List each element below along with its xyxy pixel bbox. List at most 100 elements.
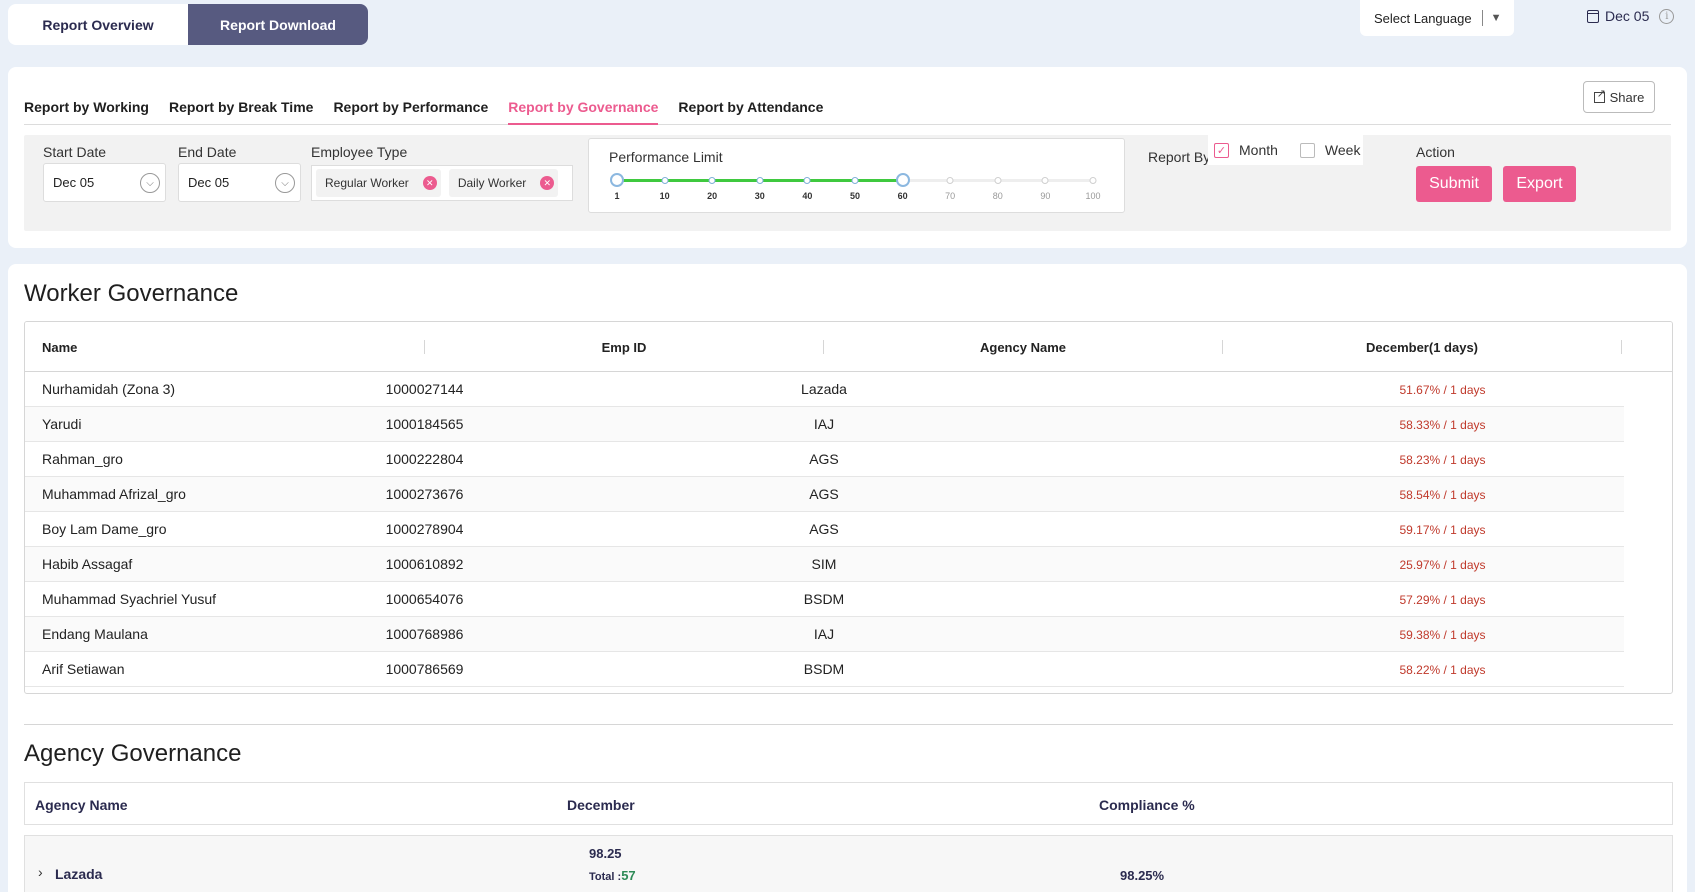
remove-chip-icon[interactable]: ✕ [540, 176, 555, 190]
week-option[interactable]: Week [1299, 142, 1361, 158]
week-label: Week [1324, 142, 1361, 158]
month-label: Month [1239, 142, 1278, 158]
total-label: Total : [589, 871, 622, 883]
tab-report-by-performance[interactable]: Report by Performance [333, 99, 489, 115]
table-row: Boy Lam Dame_gro 1000278904 AGS 59.17% / 1 … [25, 512, 1624, 547]
cell-emp-id: 1000184565 [385, 416, 464, 432]
export-button[interactable]: Export [1503, 166, 1576, 202]
filter-card: Report by Working Report by Break Time R… [8, 67, 1687, 248]
cell-name: Rahman_gro [42, 451, 123, 467]
cell-agency-name: Lazada [801, 381, 847, 397]
header-date: Dec 05 i [1587, 8, 1675, 24]
cell-emp-id: 1000610892 [385, 556, 464, 572]
header-name: Name [42, 340, 78, 355]
info-icon[interactable]: i [1659, 8, 1675, 24]
submit-button[interactable]: Submit [1416, 166, 1492, 202]
end-date-label: End Date [178, 144, 237, 160]
slider-step-dot [946, 177, 954, 184]
cell-agency-name: BSDM [803, 591, 845, 607]
cell-name: Habib Assagaf [42, 556, 133, 572]
cell-agency-name: AGS [809, 521, 839, 537]
slider-step-dot [994, 177, 1002, 184]
slider-step-dot [1041, 177, 1049, 184]
tab-report-by-attendance[interactable]: Report by Attendance [678, 99, 824, 115]
calendar-icon [1587, 9, 1599, 23]
total-value: 57 [621, 868, 636, 883]
header-emp-id: Emp ID [601, 340, 647, 355]
slider-mark-label: 1 [614, 191, 620, 201]
cell-emp-id: 1000273676 [385, 486, 464, 502]
cell-december-value: 58.33% / 1 days [1399, 418, 1486, 432]
tab-report-by-break-time[interactable]: Report by Break Time [168, 99, 314, 115]
cell-name: Boy Lam Dame_gro [42, 521, 167, 537]
chevron-down-icon: ⌵ [140, 173, 160, 193]
slider-step-dot [803, 177, 811, 184]
month-option[interactable]: ✓ Month [1214, 142, 1278, 158]
report-by-options: ✓ Month Week [1208, 135, 1363, 165]
slider-mark-label: 70 [945, 191, 956, 201]
agency-total: Total :57 [589, 868, 636, 883]
governance-card: Worker Governance Name Emp ID Agency Nam… [8, 264, 1687, 892]
employee-type-select[interactable]: Regular Worker ✕ Daily Worker ✕ [311, 165, 573, 201]
cell-emp-id: 1000278904 [385, 521, 464, 537]
cell-emp-id: 1000654076 [385, 591, 464, 607]
header-agency-name: Agency Name [980, 340, 1066, 355]
table-row: Nurhamidah (Zona 3) 1000027144 Lazada 51.67… [25, 372, 1624, 407]
slider-max-handle[interactable] [895, 173, 910, 187]
caret-down-icon: ▼ [1490, 12, 1502, 24]
tab-report-by-working[interactable]: Report by Working [24, 99, 149, 115]
table-row: Muhammad Syachriel Yusuf 1000654076 BSDM 57… [25, 582, 1624, 617]
column-divider [1621, 340, 1622, 354]
column-divider [823, 340, 824, 354]
cell-emp-id: 1000768986 [385, 626, 464, 642]
language-select[interactable]: Select Language ▼ [1360, 0, 1514, 36]
performance-limit-label: Performance Limit [609, 149, 723, 165]
slider-min-handle[interactable] [610, 173, 624, 187]
slider-mark-label: 30 [754, 191, 765, 201]
cell-agency-name: AGS [809, 486, 839, 502]
agency-december-value: 98.25 [589, 846, 622, 861]
tab-report-download[interactable]: Report Download [188, 4, 368, 45]
slider-step-dot [756, 177, 764, 184]
chip-daily-worker: Daily Worker ✕ [448, 169, 559, 197]
slider-mark-label: 80 [992, 191, 1003, 201]
remove-chip-icon[interactable]: ✕ [422, 176, 437, 190]
report-by-label: Report By [1148, 149, 1211, 165]
end-date-value: Dec 05 [188, 175, 230, 190]
cell-name: Muhammad Afrizal_gro [42, 486, 186, 502]
start-date-picker[interactable]: Dec 05 ⌵ [43, 163, 166, 202]
slider-step-dot [851, 177, 859, 184]
cell-name: Arif Setiawan [42, 661, 125, 677]
week-checkbox[interactable] [1299, 142, 1315, 158]
share-button[interactable]: Share [1583, 81, 1655, 113]
cell-emp-id: 1000027144 [385, 381, 464, 397]
agency-name: Lazada [55, 866, 103, 882]
cell-agency-name: IAJ [813, 626, 835, 642]
tab-report-overview[interactable]: Report Overview [8, 4, 188, 45]
cell-december-value: 58.54% / 1 days [1399, 488, 1486, 502]
table-row: Yarudi 1000184565 IAJ 58.33% / 1 days [25, 407, 1624, 442]
slider-mark-label: 20 [707, 191, 718, 201]
agency-table-header: Agency Name December Compliance % [24, 782, 1673, 825]
performance-range-slider[interactable]: 1 10 20 30 40 50 60 70 80 90 100 [610, 173, 1101, 205]
cell-december-value: 58.22% / 1 days [1399, 663, 1486, 677]
end-date-picker[interactable]: Dec 05 ⌵ [178, 163, 301, 202]
cell-emp-id: 1000222804 [385, 451, 464, 467]
agency-governance-title: Agency Governance [24, 740, 242, 767]
column-divider [424, 340, 425, 354]
tab-report-by-governance[interactable]: Report by Governance [508, 89, 659, 125]
column-divider [1222, 340, 1223, 354]
chevron-right-icon[interactable]: › [38, 864, 43, 880]
month-checkbox[interactable]: ✓ [1214, 142, 1229, 158]
cell-agency-name: BSDM [803, 661, 845, 677]
employee-type-label: Employee Type [311, 144, 408, 160]
slider-mark-label: 40 [802, 191, 813, 201]
agency-compliance: 98.25% [1120, 868, 1165, 883]
cell-agency-name: SIM [811, 556, 837, 572]
slider-mark-label: 10 [659, 191, 670, 201]
share-label: Share [1609, 89, 1645, 105]
cell-name: Endang Maulana [42, 626, 148, 642]
agency-row[interactable]: › Lazada 98.25 Total :57 98.25% [24, 835, 1673, 892]
language-select-label: Select Language [1374, 10, 1472, 26]
header-date-text: Dec 05 [1605, 8, 1650, 24]
